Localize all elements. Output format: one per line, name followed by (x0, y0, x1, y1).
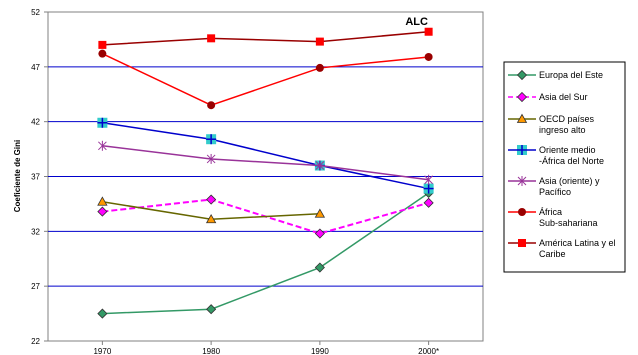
marker-plus-square (423, 183, 434, 194)
legend-label: África Sub-sahariana (539, 207, 598, 228)
marker-square (315, 37, 324, 46)
marker-plus-square (206, 134, 217, 145)
plot-area: 22 27 32 37 42 47 52 1970 1980 1990 2000* (31, 8, 484, 355)
legend-item: Oriente medio -África del Norte (508, 145, 604, 166)
legend-label-line: OECD países (539, 114, 595, 124)
series-6 (98, 27, 433, 49)
legend-item: América Latina y el Caribe (508, 238, 616, 259)
legend-label-line: Pacífico (539, 187, 571, 197)
marker-star (206, 153, 216, 164)
y-tick-label: 27 (31, 282, 40, 291)
marker-diamond (206, 304, 217, 315)
legend-label-line: -África del Norte (539, 156, 604, 166)
y-tick-label: 42 (31, 118, 40, 127)
marker-triangle (205, 213, 217, 224)
marker-diamond (516, 91, 528, 103)
marker-diamond (206, 194, 217, 205)
marker-circle (315, 63, 324, 72)
annotation-alc: ALC (405, 16, 428, 28)
legend-label: América Latina y el Caribe (539, 238, 616, 259)
marker-diamond (314, 262, 325, 273)
series-line (102, 122, 429, 190)
marker-triangle (97, 196, 108, 206)
legend-item: Asia del Sur (508, 91, 588, 103)
marker-diamond (97, 308, 108, 319)
marker-diamond (97, 206, 108, 217)
series-line (102, 30, 429, 46)
marker-square (518, 239, 526, 247)
y-tick-label: 22 (31, 337, 40, 346)
y-tick-label: 52 (31, 8, 40, 17)
marker-square (207, 34, 216, 43)
legend-label-line: América Latina y el (539, 238, 616, 248)
legend-label: Europa del Este (539, 70, 603, 80)
legend-item: OECD países ingreso alto (508, 113, 595, 135)
legend-label-line: ingreso alto (539, 125, 586, 135)
series-5 (98, 49, 433, 110)
series-line (102, 192, 430, 315)
marker-triangle (516, 113, 528, 123)
marker-plus-square (517, 145, 527, 155)
legend: Europa del Este Asia del Sur OECD países in… (503, 61, 626, 273)
series-layer (97, 27, 434, 319)
legend-item: África Sub-sahariana (508, 207, 598, 228)
marker-circle (518, 208, 526, 216)
y-tick-label: 37 (31, 173, 40, 182)
gridlines (48, 66, 483, 287)
legend-label-line: Sub-sahariana (539, 218, 598, 228)
x-tick-label: 2000* (418, 347, 439, 355)
y-tick-label: 32 (31, 227, 40, 236)
x-axis-ticks: 1970 1980 1990 2000* (93, 341, 439, 355)
series-line (102, 145, 429, 181)
legend-item: Asia (oriente) y Pacífico (508, 176, 600, 197)
x-tick-label: 1990 (311, 347, 329, 355)
legend-label-line: Europa del Este (539, 70, 603, 80)
marker-plus-square (97, 117, 108, 128)
marker-star (424, 174, 433, 185)
legend-label: OECD países ingreso alto (539, 114, 595, 135)
marker-circle (424, 52, 433, 61)
marker-diamond (516, 69, 528, 81)
marker-diamond (314, 228, 325, 239)
marker-square (98, 40, 107, 49)
y-axis-ticks: 22 27 32 37 42 47 52 (31, 8, 48, 346)
legend-label-line: Caribe (539, 249, 566, 259)
legend-label-line: África (539, 207, 562, 217)
series-2 (97, 196, 326, 224)
marker-star (315, 160, 325, 171)
marker-circle (207, 101, 216, 110)
marker-circle (98, 49, 107, 58)
legend-label: Asia del Sur (539, 92, 588, 102)
legend-label: Oriente medio -África del Norte (539, 145, 604, 166)
marker-star (517, 176, 527, 186)
y-tick-label: 47 (31, 63, 40, 72)
legend-item: Europa del Este (508, 69, 603, 81)
x-tick-label: 1970 (93, 347, 111, 355)
marker-square (424, 27, 433, 36)
legend-label: Asia (oriente) y Pacífico (539, 176, 600, 197)
x-tick-label: 1980 (202, 347, 220, 355)
marker-triangle (314, 208, 326, 218)
y-axis-label: Coeficiente de Gini (13, 140, 22, 212)
legend-label-line: Asia del Sur (539, 92, 588, 102)
series-4 (98, 140, 433, 185)
legend-label-line: Oriente medio (539, 145, 596, 155)
marker-star (98, 140, 107, 151)
legend-label-line: Asia (oriente) y (539, 176, 600, 186)
series-line (102, 52, 429, 107)
marker-diamond (423, 197, 434, 208)
